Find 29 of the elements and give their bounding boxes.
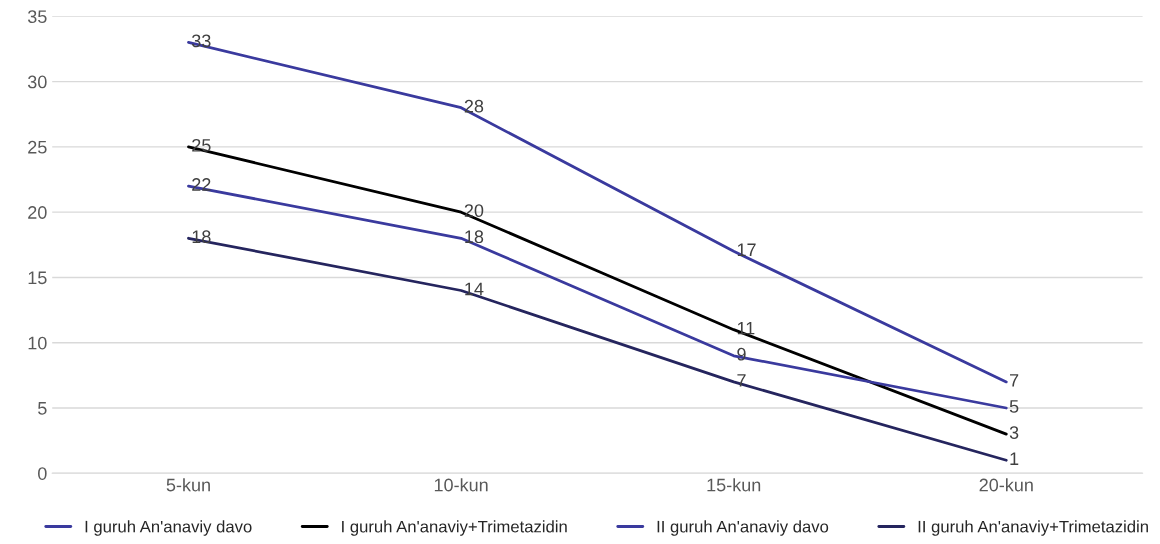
data-label: 14: [465, 282, 484, 296]
legend-label: I guruh An'anaviy davo: [85, 520, 252, 536]
data-label: 22: [192, 178, 211, 191]
x-tick-label: 20-kun: [979, 478, 1033, 492]
data-label: 18: [465, 230, 484, 244]
data-label: 7: [1010, 374, 1019, 387]
data-label: 33: [191, 34, 211, 48]
y-tick-label: 30: [27, 75, 47, 89]
data-label: 20: [464, 204, 484, 218]
y-tick-label: 10: [28, 336, 47, 350]
y-tick-label: 35: [27, 10, 47, 24]
data-label: 3: [1009, 426, 1019, 439]
x-tick-label: 10-kun: [434, 478, 488, 492]
data-label: 1: [1010, 452, 1019, 465]
y-tick-label: 25: [28, 140, 47, 154]
x-tick-label: 15-kun: [707, 478, 761, 492]
legend-label: II guruh An'anaviy+Trimetazidin: [918, 520, 1148, 536]
y-tick-label: 5: [38, 402, 47, 415]
x-tick-label: 5-kun: [166, 478, 210, 492]
y-tick-label: 0: [38, 467, 47, 480]
legend-label: I guruh An'anaviy+Trimetazidin: [342, 520, 567, 536]
data-label: 5: [1009, 400, 1019, 413]
data-label: 28: [464, 99, 484, 113]
y-tick-label: 20: [28, 206, 47, 219]
data-label: 11: [737, 321, 755, 335]
data-label: 17: [737, 243, 756, 256]
legend-label: II guruh An'anaviy davo: [657, 520, 829, 536]
y-tick-label: 15: [28, 271, 47, 285]
data-label: 25: [192, 138, 211, 152]
